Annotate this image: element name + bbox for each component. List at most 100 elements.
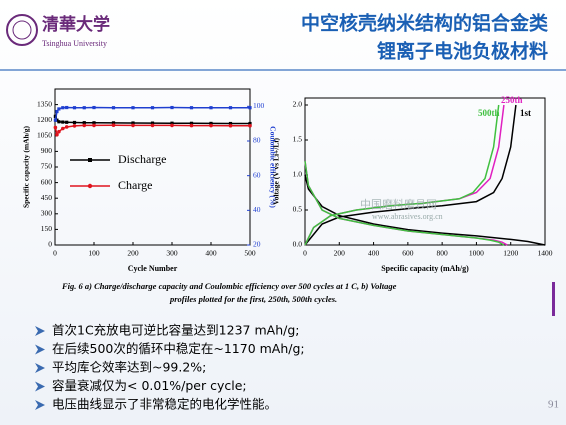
series-line <box>304 104 546 246</box>
y2-tick-label: 100 <box>253 101 265 110</box>
title: 锂离子电池负极材料 <box>377 40 548 63</box>
plot-frame <box>304 97 546 246</box>
legend-label: Discharge <box>118 152 166 166</box>
x-tick-label: 0 <box>53 249 57 258</box>
y-axis-label: Voltage (V vs Li+/Li) <box>272 138 281 205</box>
marker <box>189 123 194 128</box>
series-label: 1st <box>520 108 531 118</box>
caption: profiles plotted for the first, 250th, 5… <box>169 294 337 304</box>
series-label: 250th <box>501 95 523 105</box>
y2-tick-label: 40 <box>253 205 261 214</box>
marker <box>61 106 65 110</box>
marker <box>228 123 233 128</box>
marker <box>92 105 96 110</box>
marker <box>111 106 116 110</box>
marker <box>189 121 194 125</box>
marker <box>72 124 77 128</box>
marker <box>189 106 194 110</box>
marker <box>170 121 174 125</box>
y-tick-label: 300 <box>41 209 53 218</box>
bullet-icon <box>35 363 45 373</box>
x-tick-label: 500 <box>244 249 256 258</box>
x-tick-label: 1400 <box>538 249 553 258</box>
seal <box>6 14 38 46</box>
bullet-icon <box>35 326 45 336</box>
bullet-icon <box>35 381 45 392</box>
x-tick-label: 300 <box>166 249 178 258</box>
marker <box>111 121 116 125</box>
y-tick-label: 1200 <box>37 115 52 124</box>
y-tick-label: 150 <box>41 224 53 233</box>
marker <box>72 106 77 110</box>
caption: Fig. 6 a) Charge/discharge capacity and … <box>61 281 397 291</box>
marker <box>82 123 87 128</box>
y-tick-label: 0.5 <box>293 205 303 214</box>
marker <box>131 106 135 110</box>
y2-tick-label: 20 <box>253 240 261 249</box>
marker <box>209 123 213 128</box>
title: 中空核壳纳米结构的铝合金类 <box>301 12 548 35</box>
y-tick-label: 600 <box>41 177 53 186</box>
y-tick-label: 450 <box>41 193 53 202</box>
bullets: 首次1C充放电可逆比容量达到1237 mAh/g; 在后续500次的循环中稳定在~… <box>35 323 305 412</box>
y-tick-label: 1.5 <box>293 135 303 144</box>
x-tick-label: 200 <box>127 249 139 258</box>
y2-tick-label: 80 <box>253 136 261 145</box>
marker <box>209 121 213 126</box>
series-line <box>304 104 505 246</box>
marker <box>170 123 174 128</box>
series-line <box>54 106 250 121</box>
y2-tick-label: 60 <box>253 170 261 179</box>
marker <box>248 121 252 126</box>
logo-cn: 清華大学 <box>42 14 110 35</box>
series-label: 500th <box>478 108 500 118</box>
x-tick-label: 600 <box>402 249 414 258</box>
x-tick-label: 1000 <box>469 249 484 258</box>
marker <box>65 105 69 110</box>
legend-label: Charge <box>118 178 152 192</box>
y-tick-label: 0.0 <box>293 240 303 249</box>
x-tick-label: 0 <box>303 249 307 258</box>
marker <box>150 123 155 128</box>
legend-marker <box>88 158 92 162</box>
marker <box>170 105 174 110</box>
series-line <box>304 104 508 246</box>
marker <box>65 120 69 124</box>
bullet-text: 平均库仑效率达到~99.2%; <box>52 360 206 375</box>
y-tick-label: 1.0 <box>293 170 303 179</box>
marker <box>55 109 59 114</box>
marker <box>92 121 96 125</box>
marker <box>57 120 61 124</box>
marker <box>111 123 116 127</box>
marker <box>55 132 59 137</box>
x-tick-label: 400 <box>205 249 217 258</box>
bullet-icon <box>35 400 45 410</box>
y-tick-label: 1050 <box>37 131 52 140</box>
marker <box>61 126 65 131</box>
marker <box>248 106 252 110</box>
y2-axis-label: Coulombic efficiency (%) <box>268 126 277 208</box>
marker <box>248 123 252 128</box>
series-line <box>54 124 250 137</box>
marker <box>131 123 135 128</box>
plot-frame <box>54 88 251 246</box>
x-axis-label: Cycle Number <box>128 264 178 273</box>
y-tick-label: 0 <box>48 240 52 249</box>
series-line <box>54 116 250 125</box>
y-tick-label: 2.0 <box>293 100 303 109</box>
bullet-text: 电压曲线显示了非常稳定的电化学性能。 <box>52 397 277 412</box>
y-tick-label: 750 <box>41 162 53 171</box>
y-tick-label: 900 <box>41 146 53 155</box>
accent-bar <box>552 282 555 316</box>
marker <box>131 121 135 125</box>
marker <box>57 107 61 111</box>
y-axis-label: Specific capacity (mAh/g) <box>22 125 31 208</box>
marker <box>228 121 233 126</box>
x-axis-label: Specific capacity (mAh/g) <box>381 264 469 273</box>
bullet-text: 容量衰减仅为< 0.01%/per cycle; <box>52 378 247 393</box>
marker <box>82 121 86 125</box>
marker <box>150 106 155 110</box>
bullet-text: 首次1C充放电可逆比容量达到1237 mAh/g; <box>52 323 299 338</box>
marker <box>82 106 86 110</box>
